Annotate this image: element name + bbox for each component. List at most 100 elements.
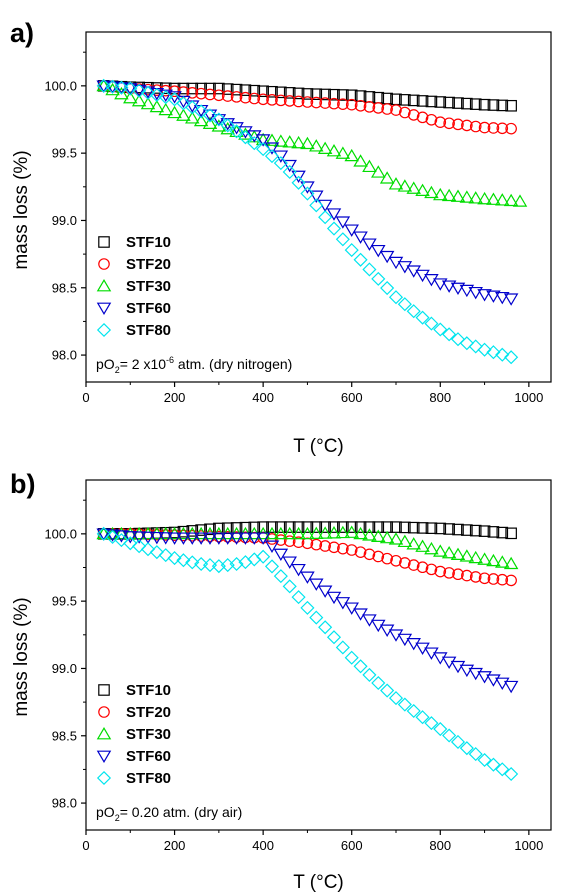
data-point xyxy=(273,134,289,147)
data-point xyxy=(158,548,173,563)
data-point xyxy=(371,529,386,542)
data-point xyxy=(344,243,359,258)
data-point xyxy=(478,121,491,134)
data-point xyxy=(344,224,359,237)
data-point xyxy=(176,553,191,568)
data-point xyxy=(202,109,218,122)
data-point xyxy=(291,590,306,605)
data-point xyxy=(96,78,111,93)
data-point xyxy=(433,721,448,737)
data-point xyxy=(388,691,404,706)
x-tick-label: 0 xyxy=(82,390,89,405)
series-stf80 xyxy=(96,526,519,782)
data-point xyxy=(354,521,367,533)
data-point xyxy=(328,541,340,554)
data-point xyxy=(335,525,351,539)
data-point xyxy=(505,527,517,540)
data-point xyxy=(390,554,402,567)
data-point xyxy=(416,95,429,107)
data-point xyxy=(123,90,138,104)
data-point xyxy=(213,82,225,95)
data-point xyxy=(291,526,306,540)
y-tick-label: 98.5 xyxy=(52,728,77,743)
condition-annotation: pO2= 2 x10-6 atm. (dry nitrogen) xyxy=(96,355,292,375)
data-point xyxy=(149,545,164,560)
data-point xyxy=(309,610,324,625)
data-point xyxy=(468,747,483,762)
data-point xyxy=(149,99,165,113)
data-point xyxy=(441,656,457,669)
data-point xyxy=(186,525,199,537)
data-point xyxy=(282,526,297,540)
data-point xyxy=(213,89,225,102)
y-tick-label: 100.0 xyxy=(44,526,77,541)
data-point xyxy=(443,96,455,109)
data-point xyxy=(503,556,519,570)
data-point xyxy=(433,652,448,665)
data-point xyxy=(468,667,483,681)
data-point xyxy=(344,148,359,162)
data-point xyxy=(123,531,138,544)
data-point xyxy=(399,521,411,534)
condition-annotation: pO2= 0.20 atm. (dry air) xyxy=(96,804,242,823)
data-point xyxy=(362,528,377,541)
x-tick-label: 800 xyxy=(429,838,451,853)
data-point xyxy=(503,293,519,306)
data-point xyxy=(505,122,517,135)
data-point xyxy=(406,638,421,651)
data-point xyxy=(273,526,289,540)
data-point xyxy=(229,556,244,572)
x-tick-label: 0 xyxy=(82,838,89,853)
data-point xyxy=(496,526,509,539)
data-point xyxy=(131,84,147,98)
data-point xyxy=(193,113,209,127)
data-point xyxy=(194,104,209,119)
data-point xyxy=(301,88,314,100)
legend-label: STF30 xyxy=(126,726,171,743)
data-point xyxy=(390,104,402,116)
data-point xyxy=(388,290,404,305)
data-point xyxy=(292,536,305,548)
data-point xyxy=(415,539,430,552)
data-point xyxy=(176,532,191,545)
data-point xyxy=(442,728,457,743)
x-axis-label: T (°C) xyxy=(293,436,344,457)
data-point xyxy=(211,532,227,545)
data-point xyxy=(425,563,438,576)
data-point xyxy=(380,280,395,296)
x-tick-label: 600 xyxy=(341,838,363,853)
data-point xyxy=(319,540,331,552)
data-point xyxy=(300,136,315,150)
data-point xyxy=(407,94,420,107)
panel-label: a) xyxy=(10,18,34,48)
data-point xyxy=(300,181,315,194)
data-point xyxy=(433,187,448,201)
data-point xyxy=(221,90,234,102)
data-point xyxy=(247,552,262,567)
data-point xyxy=(123,536,138,551)
legend-label: STF20 xyxy=(126,256,171,273)
data-point xyxy=(478,572,491,585)
data-point xyxy=(149,531,165,545)
data-point xyxy=(362,238,377,251)
data-point xyxy=(132,83,147,98)
data-point xyxy=(114,86,129,100)
data-point xyxy=(292,87,305,100)
data-point xyxy=(328,97,340,110)
legend-marker xyxy=(96,322,112,338)
data-point xyxy=(140,531,156,545)
x-tick-label: 1000 xyxy=(514,390,543,405)
x-tick-label: 600 xyxy=(341,390,363,405)
data-point xyxy=(282,135,297,148)
data-point xyxy=(345,521,358,533)
plot-frame xyxy=(85,31,552,383)
data-point xyxy=(495,555,510,568)
data-point xyxy=(469,98,482,110)
data-point xyxy=(461,97,473,110)
y-tick-label: 98.0 xyxy=(52,348,77,363)
data-point xyxy=(353,154,368,167)
data-point xyxy=(478,525,491,537)
data-point xyxy=(477,191,492,205)
data-point xyxy=(167,551,182,566)
